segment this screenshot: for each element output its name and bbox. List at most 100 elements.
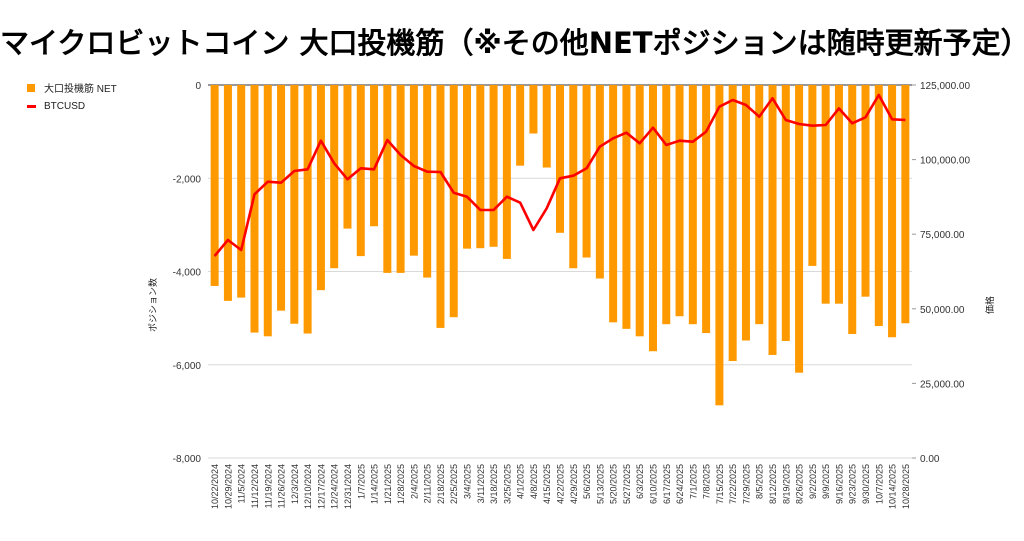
bar-4/15/2025 — [542, 85, 551, 168]
x-tick-label: 6/10/2025 — [648, 464, 658, 504]
x-tick-label: 12/17/2024 — [316, 464, 326, 509]
bar-8/5/2025 — [755, 85, 764, 325]
x-tick-label: 5/13/2025 — [595, 464, 605, 504]
legend-bar-swatch-icon — [27, 83, 35, 92]
bar-1/14/2025 — [370, 85, 379, 227]
bar-12/31/2024 — [343, 85, 352, 229]
x-tick-label: 8/19/2025 — [781, 464, 791, 504]
x-tick-label: 9/9/2025 — [821, 464, 831, 499]
bar-7/22/2025 — [728, 85, 737, 362]
x-tick-label: 2/25/2025 — [449, 464, 459, 504]
bar-4/22/2025 — [556, 85, 564, 233]
y-right-tick-label: 50,000.00 — [920, 305, 965, 316]
x-tick-label: 12/31/2024 — [343, 464, 353, 509]
bar-7/29/2025 — [741, 85, 750, 341]
y-right-tick-label: 125,000.00 — [920, 81, 970, 92]
x-tick-label: 4/15/2025 — [542, 464, 552, 504]
x-tick-label: 4/22/2025 — [556, 464, 566, 504]
bar-8/12/2025 — [768, 85, 777, 355]
y-right-tick-label: 75,000.00 — [920, 230, 965, 241]
x-tick-label: 11/12/2024 — [250, 464, 260, 508]
y-axis-right-title: 価格 — [984, 296, 995, 314]
bar-11/26/2024 — [277, 85, 286, 311]
x-tick-label: 9/16/2025 — [834, 464, 844, 504]
x-tick-label: 9/23/2025 — [848, 464, 858, 504]
bar-6/3/2025 — [635, 85, 644, 337]
legend-line-swatch-icon — [27, 105, 36, 108]
bar-2/18/2025 — [436, 85, 445, 328]
bar-6/17/2025 — [662, 85, 671, 325]
y-right-tick-label: 25,000.00 — [920, 379, 965, 390]
x-tick-label: 10/14/2025 — [888, 464, 898, 509]
bar-5/13/2025 — [595, 85, 604, 279]
legend-label-net: 大口投機筋 NET — [44, 84, 117, 95]
bar-3/11/2025 — [476, 85, 485, 249]
x-tick-label: 11/19/2024 — [263, 464, 273, 508]
bar-7/1/2025 — [688, 85, 697, 325]
bar-11/19/2024 — [263, 85, 272, 337]
bar-3/25/2025 — [502, 85, 511, 259]
y-left-tick-label: -4,000 — [173, 268, 202, 279]
x-tick-label: 12/3/2024 — [290, 464, 300, 504]
x-tick-label: 6/17/2025 — [662, 464, 672, 504]
x-tick-label: 7/8/2025 — [702, 464, 712, 499]
bar-5/27/2025 — [622, 85, 631, 329]
axes: 0 -2,000 -4,000 -6,000 -8,000 125,000.00 100,0… — [173, 81, 971, 509]
bar-7/15/2025 — [715, 85, 724, 406]
bar-1/7/2025 — [356, 85, 365, 257]
bar-12/17/2024 — [316, 85, 325, 291]
bar-10/22/2024 — [210, 85, 219, 286]
bar-3/18/2025 — [489, 85, 498, 247]
bar-9/16/2025 — [834, 85, 843, 304]
x-tick-label: 4/29/2025 — [569, 464, 579, 504]
bar-8/26/2025 — [795, 85, 804, 373]
bar-10/7/2025 — [874, 85, 883, 327]
x-tick-label: 1/21/2025 — [383, 464, 393, 504]
bar-6/10/2025 — [648, 85, 657, 352]
bar-12/24/2024 — [330, 85, 339, 269]
x-tick-label: 7/29/2025 — [741, 464, 751, 504]
bar-2/11/2025 — [423, 85, 432, 278]
bar-series — [210, 85, 910, 406]
x-tick-label: 7/22/2025 — [728, 464, 738, 504]
x-tick-label: 10/22/2024 — [210, 464, 220, 509]
y-left-tick-label: 0 — [195, 81, 201, 92]
legend-item-btcusd[interactable]: BTCUSD — [27, 97, 117, 116]
x-tick-label: 11/26/2024 — [277, 464, 287, 508]
bar-9/23/2025 — [848, 85, 857, 334]
x-tick-label: 2/4/2025 — [409, 464, 419, 499]
bar-5/20/2025 — [609, 85, 618, 323]
bar-1/21/2025 — [383, 85, 392, 273]
bar-2/4/2025 — [409, 85, 418, 256]
x-tick-label: 11/5/2024 — [237, 464, 247, 503]
y-left-tick-label: -6,000 — [173, 361, 202, 372]
legend-item-net[interactable]: 大口投機筋 NET — [27, 78, 117, 97]
bar-9/2/2025 — [808, 85, 817, 266]
legend: 大口投機筋 NET BTCUSD — [27, 78, 117, 116]
x-tick-label: 1/28/2025 — [396, 464, 406, 504]
x-tick-label: 6/24/2025 — [675, 464, 685, 504]
bar-10/29/2024 — [223, 85, 232, 301]
bar-11/12/2024 — [250, 85, 259, 333]
x-tick-label: 4/1/2025 — [516, 464, 526, 499]
bar-8/19/2025 — [781, 85, 790, 341]
x-tick-label: 3/11/2025 — [476, 464, 486, 503]
chart-title: マイクロビットコイン 大口投機筋（※その他NETポジションは随時更新予定） — [0, 26, 1024, 60]
x-tick-label: 8/26/2025 — [795, 464, 805, 504]
bar-9/9/2025 — [821, 85, 830, 304]
x-tick-label: 4/8/2025 — [529, 464, 539, 499]
x-tick-label: 10/7/2025 — [874, 464, 884, 504]
x-tick-label: 7/15/2025 — [715, 464, 725, 504]
bar-4/1/2025 — [516, 85, 525, 166]
x-tick-label: 6/3/2025 — [635, 464, 645, 499]
bar-5/6/2025 — [582, 85, 591, 258]
bar-9/30/2025 — [861, 85, 870, 297]
y-axis-left-title: ポジション数 — [147, 278, 158, 332]
x-tick-label: 3/18/2025 — [489, 464, 499, 504]
bar-10/14/2025 — [888, 85, 897, 338]
x-tick-label: 9/2/2025 — [808, 464, 818, 499]
bar-12/3/2024 — [290, 85, 299, 324]
bar-11/5/2024 — [237, 85, 246, 298]
x-tick-label: 12/10/2024 — [303, 464, 313, 509]
